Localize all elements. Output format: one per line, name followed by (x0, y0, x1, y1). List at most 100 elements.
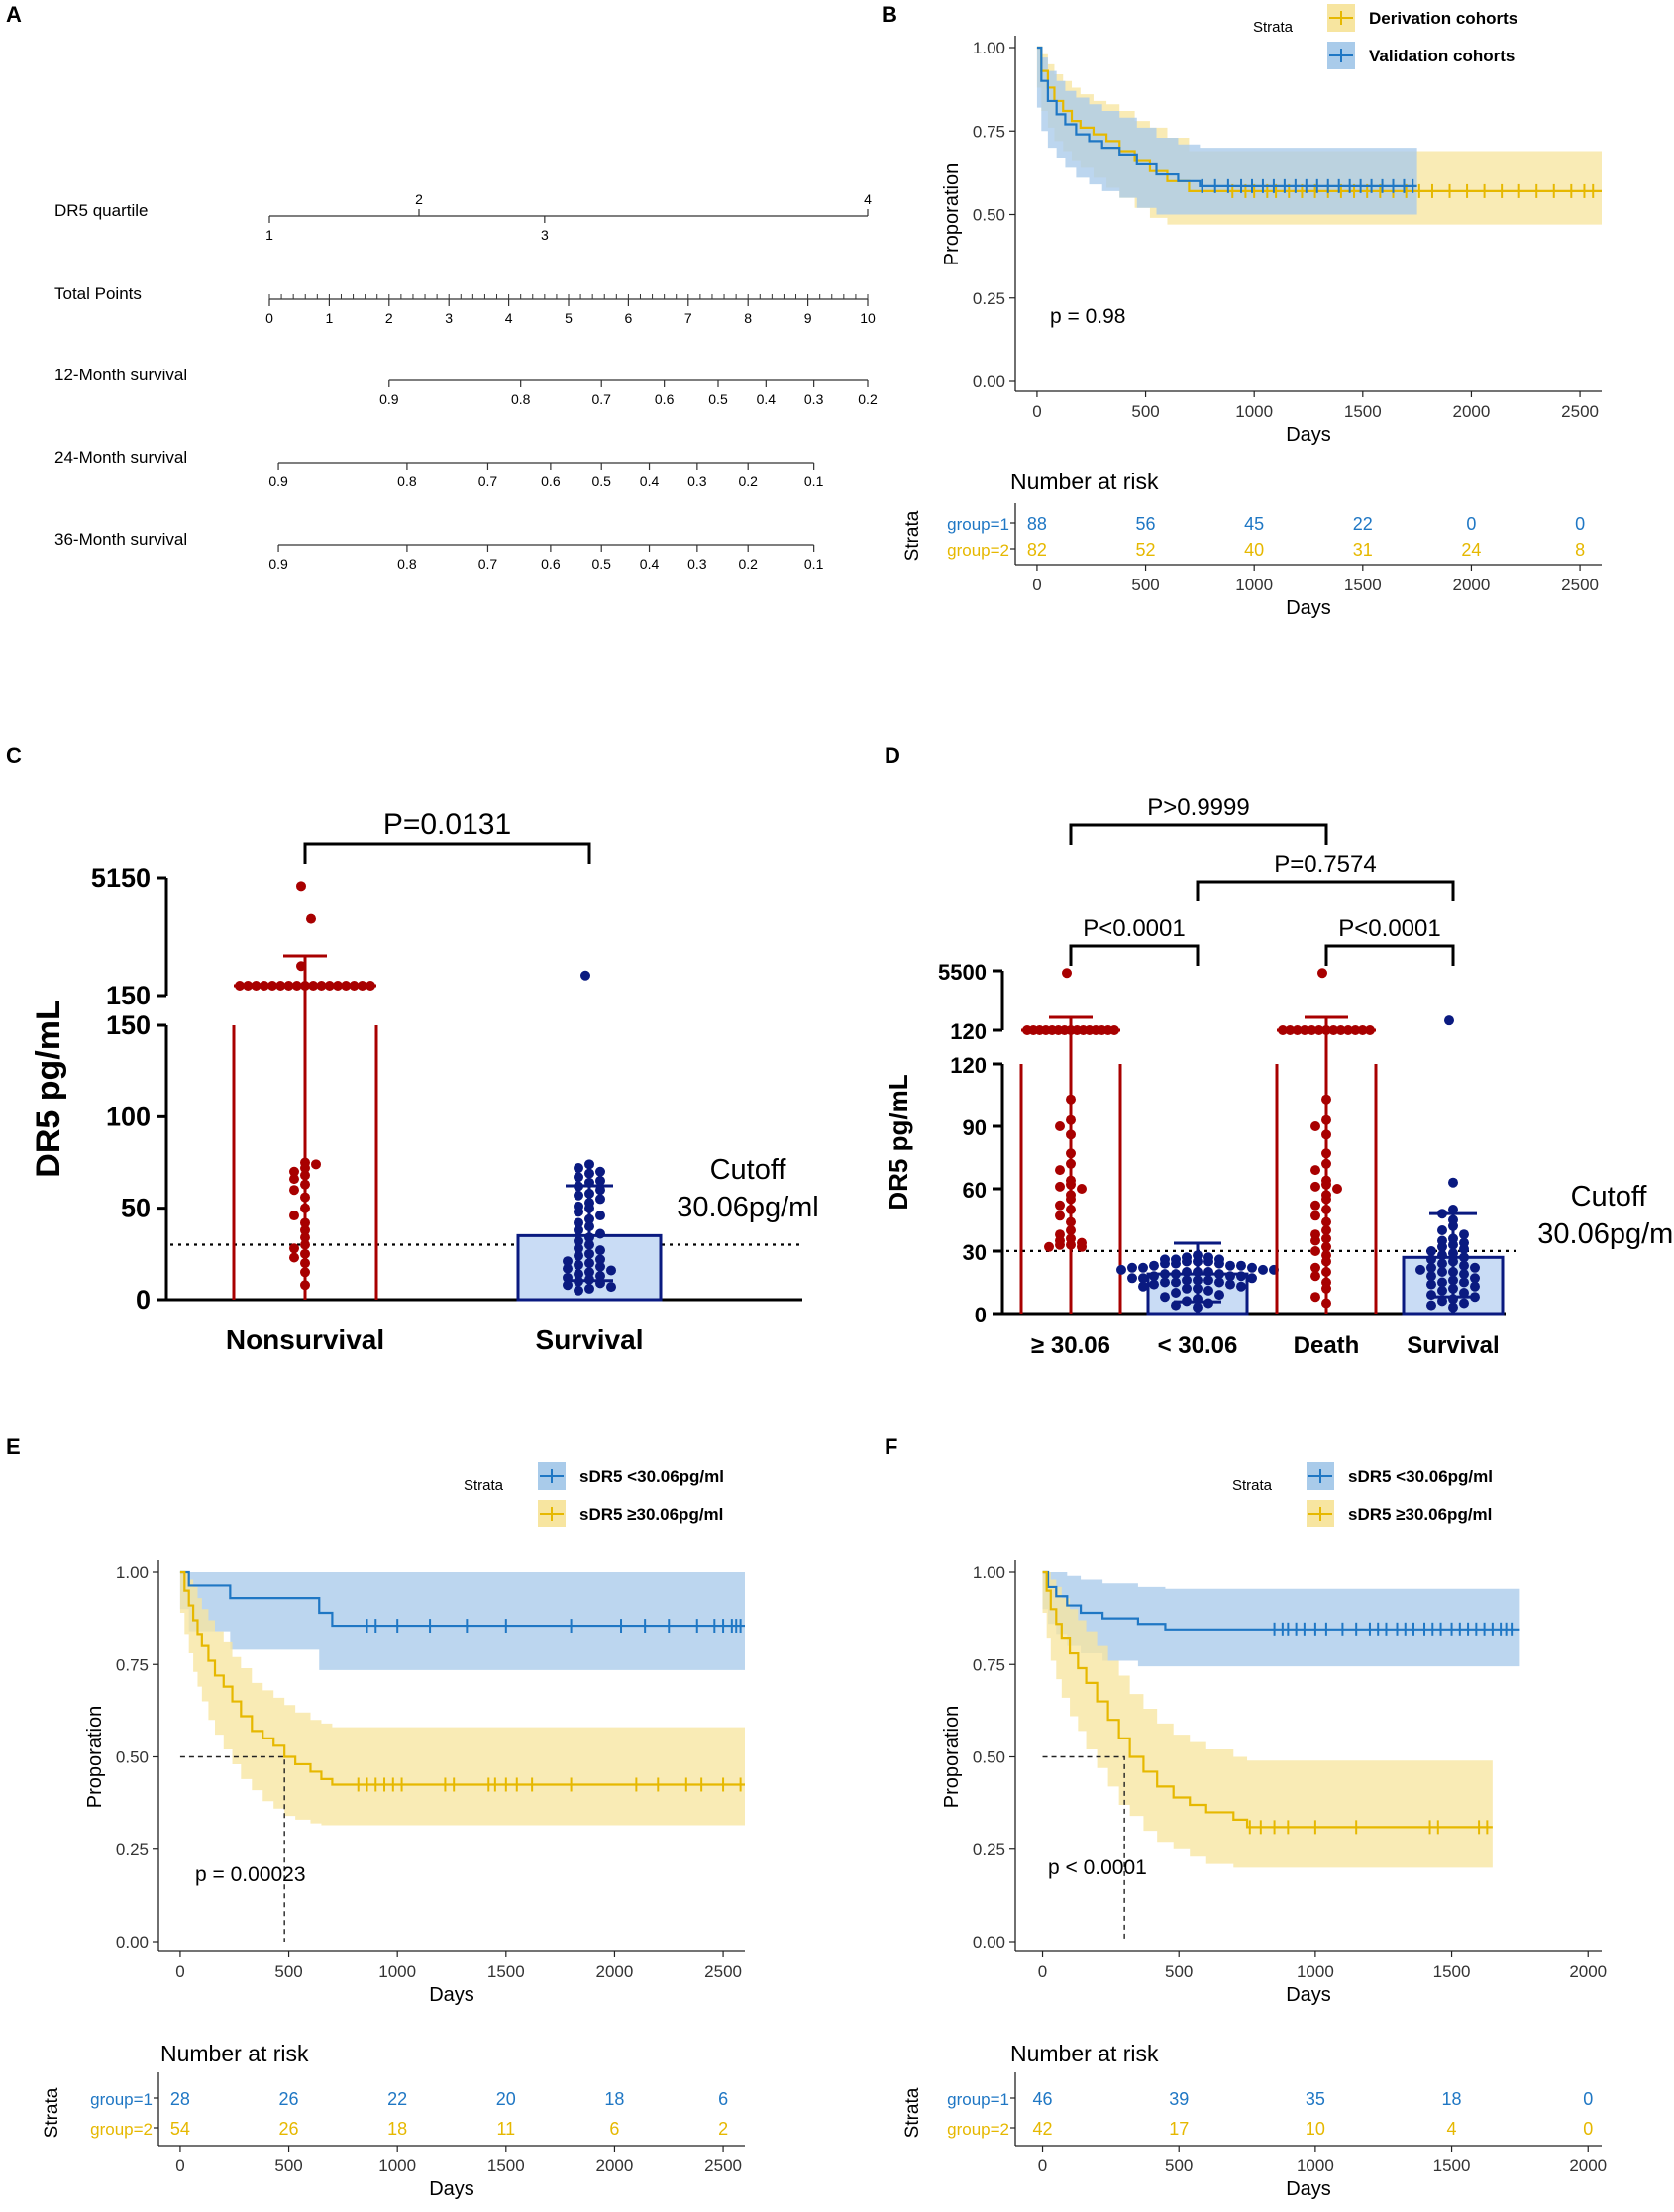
data-point (1470, 1292, 1480, 1303)
risk-count: 52 (1136, 540, 1156, 560)
data-point (300, 1258, 310, 1269)
data-point (291, 981, 302, 991)
data-point (584, 1283, 594, 1294)
panel-label-e: E (6, 1434, 21, 1459)
data-point (1310, 1181, 1320, 1192)
data-point (1470, 1273, 1480, 1284)
data-point (1437, 1258, 1447, 1269)
data-point (595, 1211, 605, 1221)
survival-curve-1 (1036, 46, 1602, 193)
risk-x-tick-label: 1500 (1344, 576, 1382, 594)
data-point (584, 1213, 594, 1224)
comparison-bracket (303, 842, 591, 864)
nomogram-scale-label: 24-Month survival (54, 448, 187, 467)
legend-entry: sDR5 ≥30.06pg/ml (579, 1505, 723, 1524)
nomogram-tick-label: 0.1 (804, 556, 824, 572)
risk-count: 26 (279, 2089, 299, 2109)
data-point (606, 1282, 616, 1293)
data-point (1321, 1094, 1331, 1105)
risk-count: 42 (1033, 2119, 1053, 2139)
ci-band-1 (1042, 1572, 1520, 1667)
category-label: Survival (1407, 1332, 1499, 1359)
risk-count: 54 (170, 2119, 190, 2139)
data-point (1171, 1300, 1181, 1311)
outlier-point (1317, 968, 1327, 979)
data-point (1225, 1271, 1235, 1282)
ci-band-2 (179, 1572, 746, 1826)
data-point (595, 1261, 605, 1272)
survival-curve-2 (1036, 46, 1417, 187)
y-tick-label: 60 (963, 1178, 987, 1203)
risk-count: 22 (387, 2089, 407, 2109)
data-point (1127, 1273, 1137, 1284)
nomogram-tick-label: 2 (385, 310, 393, 326)
risk-x-tick-label: 2500 (1561, 576, 1599, 594)
data-point (584, 1232, 594, 1243)
x-tick-label: 1500 (1433, 1962, 1471, 1981)
risk-count: 88 (1027, 514, 1047, 534)
risk-row-label: group=2 (947, 2120, 1009, 2139)
nomogram-tick-label: 7 (684, 310, 692, 326)
data-point (1310, 1121, 1320, 1131)
y-tick-label-upper: 120 (950, 1019, 987, 1044)
data-point (1310, 1235, 1320, 1246)
data-point (1258, 1264, 1268, 1275)
data-point (300, 1280, 310, 1291)
risk-x-tick-label: 0 (1032, 576, 1041, 594)
nomogram-tick-label: 0.1 (804, 474, 824, 489)
data-point (289, 1174, 299, 1185)
data-point (1214, 1277, 1224, 1288)
nomogram-tick-label: 0.9 (379, 391, 399, 407)
data-point (1335, 1025, 1346, 1035)
y-tick-label: 0 (975, 1303, 987, 1327)
data-point (584, 1188, 594, 1199)
data-point (1236, 1271, 1246, 1282)
data-point (1055, 1121, 1065, 1131)
data-point (584, 1267, 594, 1278)
x-axis-title: Days (1286, 424, 1331, 446)
nomogram-tick-label: 0 (265, 310, 273, 326)
risk-count: 56 (1136, 514, 1156, 534)
x-tick-label: 0 (1038, 1962, 1047, 1981)
data-point (1437, 1225, 1447, 1235)
data-point (289, 1185, 299, 1196)
data-point (1321, 1148, 1331, 1159)
data-point (1437, 1241, 1447, 1252)
risk-count: 40 (1244, 540, 1264, 560)
nomogram-tick-label: 0.2 (738, 556, 758, 572)
data-point (606, 1265, 616, 1276)
panel-label-d: D (885, 743, 900, 768)
data-point (574, 1235, 583, 1246)
data-point (1426, 1246, 1436, 1256)
panel-label-b: B (882, 2, 897, 27)
risk-x-tick-label: 2000 (1453, 576, 1491, 594)
data-point (300, 1192, 310, 1203)
y-tick-label: 150 (106, 1010, 151, 1040)
data-point (1321, 1025, 1331, 1035)
data-point (300, 1170, 310, 1181)
data-point (595, 1194, 605, 1205)
data-point (300, 1203, 310, 1213)
legend-entry: sDR5 <30.06pg/ml (1348, 1467, 1493, 1486)
data-point (574, 1172, 583, 1183)
y-tick-label-upper: 5150 (91, 863, 151, 893)
risk-table-title: Number at risk (1010, 2041, 1159, 2066)
data-point (1343, 1025, 1353, 1035)
cutoff-value-label: 30.06pg/ml (1537, 1218, 1674, 1250)
legend-title: Strata (1232, 1477, 1273, 1494)
data-point (1138, 1262, 1148, 1273)
data-point (1426, 1279, 1436, 1290)
data-point (1448, 1256, 1458, 1267)
data-point (1448, 1239, 1458, 1250)
y-tick-label: 120 (950, 1053, 987, 1078)
data-point (1182, 1267, 1192, 1277)
median-reference-line (1042, 1755, 1125, 1942)
y-tick-label: 0.00 (973, 372, 1005, 391)
data-point (1066, 1158, 1076, 1169)
data-point (1285, 1025, 1296, 1035)
risk-x-tick-label: 2000 (1569, 2157, 1607, 2175)
x-tick-label: 500 (1165, 1962, 1193, 1981)
risk-count: 4 (1447, 2119, 1457, 2139)
outlier-point (306, 913, 316, 924)
data-point (300, 1239, 310, 1250)
